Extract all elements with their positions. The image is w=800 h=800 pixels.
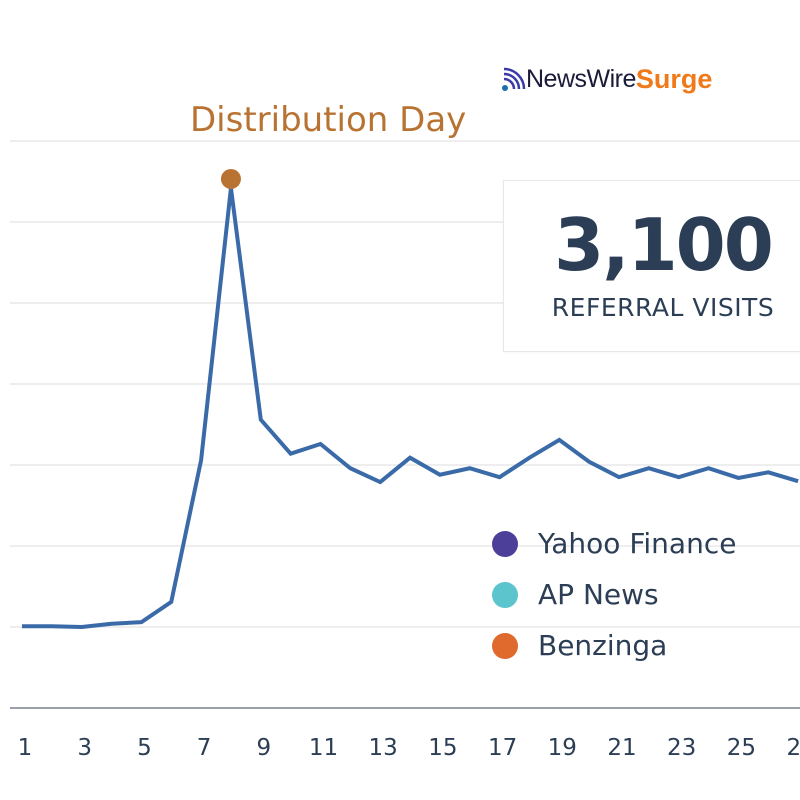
x-tick-label: 21 — [607, 735, 636, 761]
annotation-label: Distribution Day — [190, 100, 467, 140]
legend: Yahoo Finance AP News Benzinga — [492, 518, 736, 671]
legend-swatch — [492, 632, 518, 659]
x-tick-label: 23 — [667, 735, 696, 761]
x-tick-label: 7 — [197, 735, 212, 761]
stat-value: 3,100 — [554, 203, 774, 287]
stat-label: REFERRAL VISITS — [551, 293, 775, 322]
x-tick-label: 11 — [309, 735, 338, 761]
legend-item-benzinga: Benzinga — [492, 620, 736, 671]
legend-label: AP News — [538, 578, 659, 611]
x-tick-label: 25 — [727, 735, 756, 761]
logo-text-newswire: NewsWire — [526, 65, 636, 93]
legend-label: Benzinga — [538, 629, 668, 662]
legend-swatch — [492, 581, 518, 608]
x-tick-label: 13 — [369, 735, 398, 761]
x-tick-label: 5 — [137, 735, 152, 761]
x-tick-label: 17 — [488, 735, 517, 761]
newswiresurge-logo: NewsWire Surge — [500, 64, 712, 95]
legend-item-ap-news: AP News — [492, 569, 736, 620]
x-tick-label: 1 — [18, 735, 33, 761]
legend-item-yahoo-finance: Yahoo Finance — [492, 518, 736, 569]
x-tick-label: 3 — [77, 735, 92, 761]
annotation-marker — [220, 168, 241, 189]
x-tick-label: 9 — [256, 735, 271, 761]
signal-icon — [502, 67, 526, 91]
stat-card: 3,100 REFERRAL VISITS — [503, 180, 800, 352]
x-tick-label: 27 — [786, 735, 800, 761]
x-tick-label: 19 — [548, 735, 577, 761]
x-tick-label: 15 — [428, 735, 457, 761]
legend-swatch — [492, 530, 518, 557]
legend-label: Yahoo Finance — [538, 527, 737, 560]
logo-text-surge: Surge — [635, 64, 713, 94]
